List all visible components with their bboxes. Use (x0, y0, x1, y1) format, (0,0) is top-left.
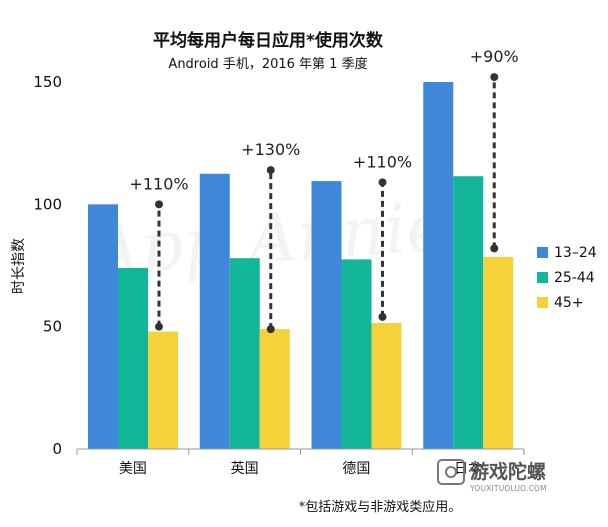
y-tick-label: 0 (52, 440, 62, 458)
bar-25-44-德国 (341, 259, 372, 449)
annotation-label: +110% (129, 174, 188, 193)
y-ticks: 0 50 100 150 (33, 73, 62, 458)
bar-13–24-英国 (199, 173, 230, 449)
legend-swatch (537, 297, 548, 308)
x-ticks: 美国 英国 德国 日本 (76, 449, 525, 477)
legend: 13–24 25-44 45+ (537, 245, 597, 311)
annotation-dot (490, 244, 499, 253)
annotation-dot (266, 166, 275, 175)
legend-label: 45+ (554, 295, 584, 311)
legend-label: 25-44 (554, 270, 595, 286)
legend-swatch (537, 272, 548, 283)
bar-45+-日本 (483, 256, 514, 449)
annotation-dot (155, 322, 163, 331)
bars (88, 82, 514, 450)
brand-icon (437, 459, 465, 485)
y-tick-label: 100 (33, 195, 62, 213)
brand-name: 游戏陀螺 (470, 460, 546, 483)
y-tick-label: 150 (33, 73, 62, 91)
annotation-dot (490, 73, 499, 82)
bar-25-44-英国 (229, 258, 260, 449)
brand-icon-dot (445, 466, 457, 478)
annotation-label: +130% (241, 140, 300, 159)
chart-title: 平均每用户每日应用*使用次数 (153, 30, 384, 51)
bar-13–24-美国 (88, 204, 118, 449)
brand-logo: 游戏陀螺 YOUXITUOLUO.COM (437, 459, 547, 493)
annotation-dot (378, 178, 387, 187)
x-tick-label: 英国 (231, 460, 259, 477)
annotation-label: +90% (470, 47, 519, 66)
annotation-dot (155, 200, 163, 209)
annotation-dot (378, 312, 387, 321)
legend-swatch (537, 247, 548, 258)
x-tick-label: 日本 (454, 461, 482, 477)
bar-45+-美国 (148, 331, 178, 449)
annotation-dot (266, 325, 275, 334)
brand-url: YOUXITUOLUO.COM (469, 484, 547, 493)
legend-label: 13–24 (554, 245, 597, 261)
bar-25-44-日本 (453, 176, 484, 450)
bar-13–24-德国 (311, 181, 342, 449)
bar-45+-德国 (371, 322, 402, 449)
y-axis-label: 时长指数 (11, 238, 27, 294)
chart-subtitle: Android 手机，2016 年第 1 季度 (168, 56, 367, 72)
x-tick-label: 美国 (119, 461, 147, 477)
y-tick-label: 50 (43, 318, 62, 336)
bar-25-44-美国 (118, 267, 148, 449)
bar-45+-英国 (259, 329, 290, 449)
annotations: +110% +130% +110% +90% (129, 47, 519, 334)
bar-13–24-日本 (423, 82, 454, 449)
x-tick-label: 德国 (342, 461, 370, 477)
annotation-label: +110% (353, 152, 412, 171)
footnote: *包括游戏与非游戏类应用。 (299, 499, 462, 515)
